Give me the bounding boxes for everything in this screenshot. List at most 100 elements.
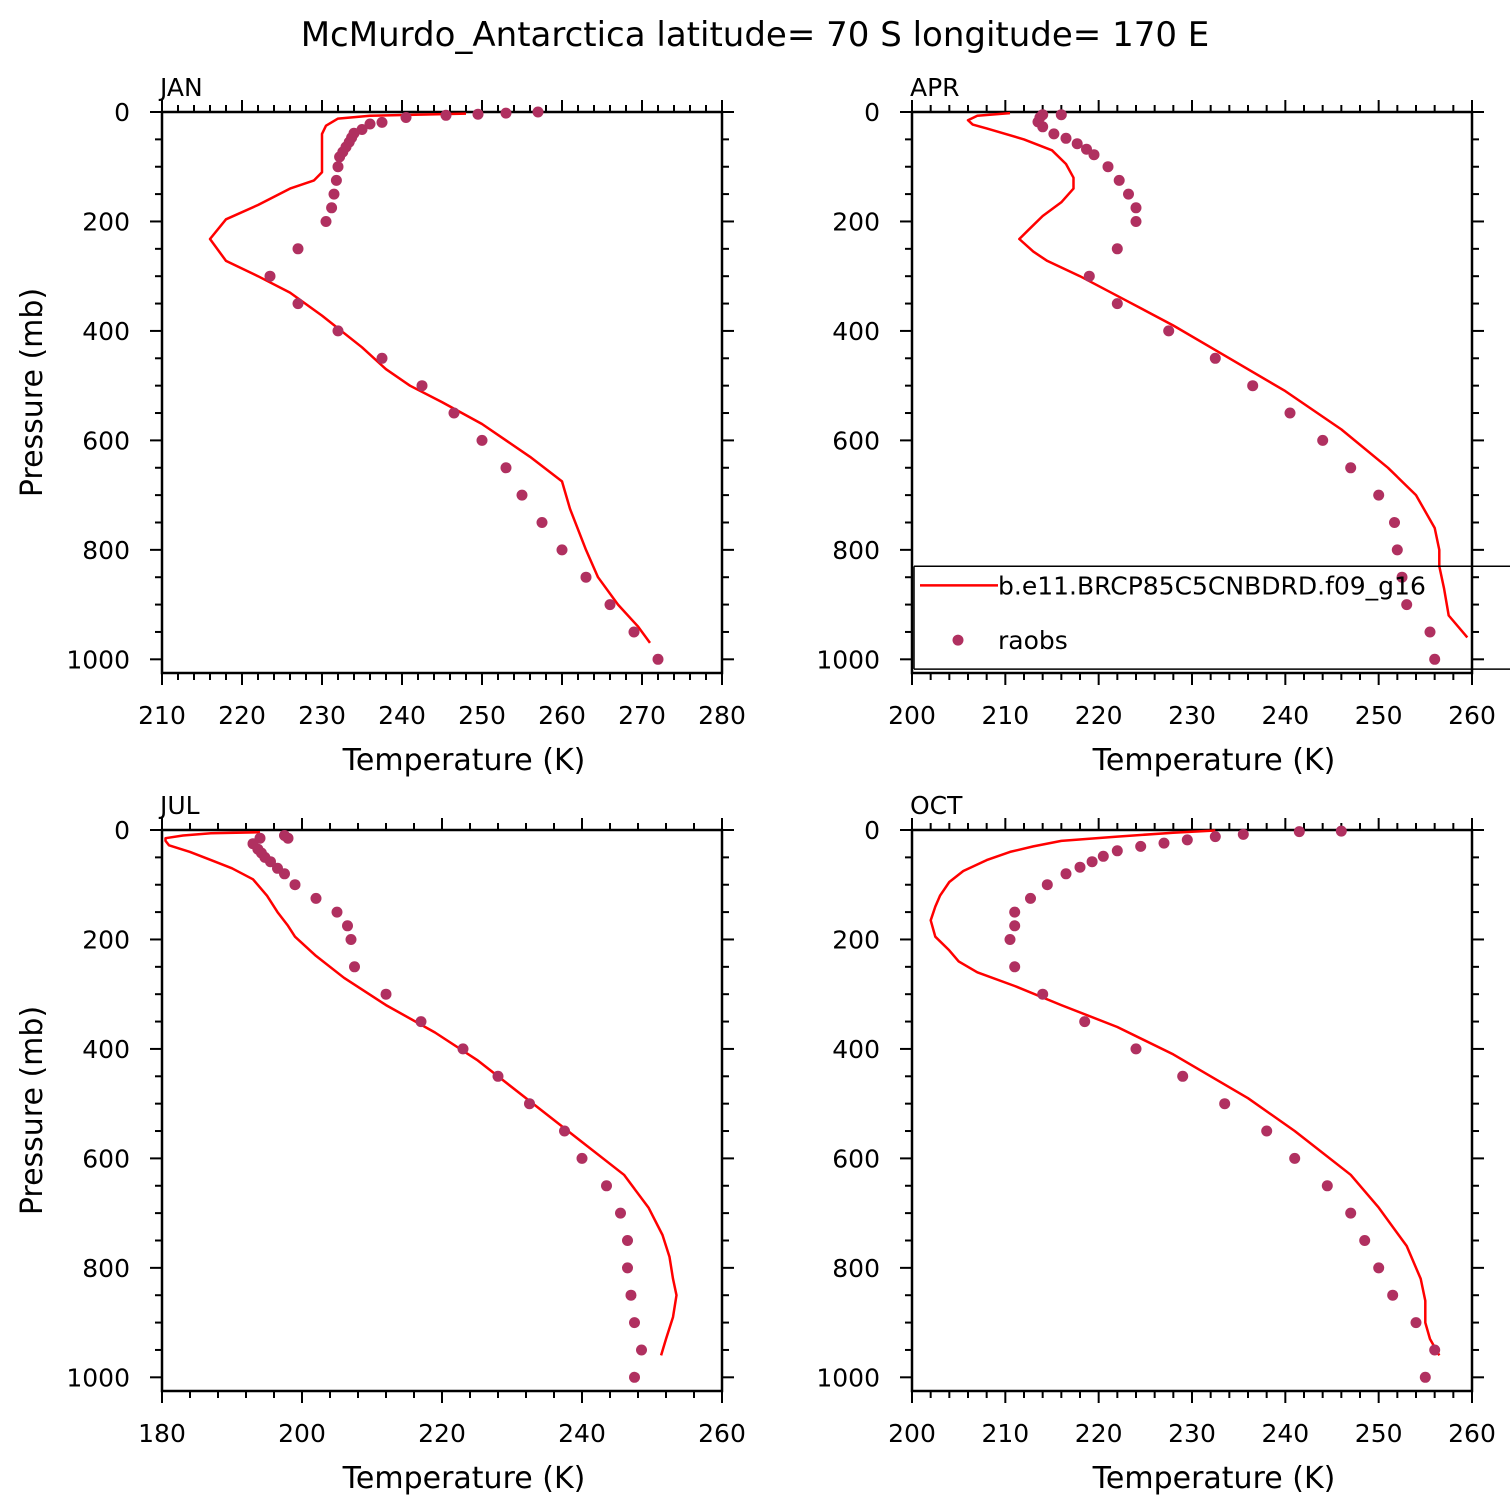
y-tick-label: 200: [82, 207, 130, 236]
x-tick-label: 240: [558, 1419, 606, 1448]
raobs-point: [1113, 174, 1125, 186]
y-tick-label: 400: [82, 317, 130, 346]
raobs-point: [330, 174, 342, 186]
raobs-point: [1373, 489, 1385, 501]
raobs-point: [1209, 352, 1221, 364]
raobs-point: [1086, 856, 1098, 868]
raobs-point: [1102, 161, 1114, 173]
raobs-point: [1130, 202, 1142, 214]
panel-oct: OCT 200 210 220 230 240 250 260 0 200 400 600 800 100…: [816, 791, 1495, 1496]
raobs-point: [500, 107, 512, 119]
raobs-point: [380, 988, 392, 1000]
x-tick-label: 210: [981, 1419, 1029, 1448]
plot-frame: [910, 828, 1474, 1393]
y-tick-label: 800: [82, 536, 130, 565]
model-series-line: [929, 829, 1441, 1357]
raobs-point: [1359, 1235, 1371, 1246]
raobs-point: [500, 462, 512, 474]
raobs-point: [440, 109, 452, 121]
raobs-point: [448, 407, 460, 419]
x-tick-label: 260: [698, 1419, 746, 1448]
raobs-point: [604, 599, 616, 611]
plot-frame: [160, 828, 724, 1393]
raobs-point: [345, 934, 357, 945]
raobs-point: [376, 352, 388, 364]
raobs-point: [1410, 1317, 1422, 1329]
raobs-point: [310, 892, 322, 904]
raobs-point: [1071, 138, 1083, 150]
raobs-point: [1261, 1125, 1273, 1137]
raobs-point: [601, 1180, 612, 1192]
raobs-point: [559, 1125, 570, 1137]
raobs-point: [264, 270, 276, 282]
model-series-line: [164, 830, 678, 1356]
raobs-point: [415, 1016, 427, 1028]
x-tick-label: 200: [888, 701, 936, 730]
raobs-point: [629, 1317, 640, 1329]
raobs-point: [556, 544, 568, 556]
raobs-point: [1111, 243, 1123, 255]
raobs-point: [1004, 934, 1016, 945]
x-tick-label: 220: [218, 701, 266, 730]
raobs-point: [532, 106, 544, 118]
raobs-point: [1387, 1289, 1399, 1301]
raobs-point: [629, 1371, 640, 1383]
raobs-point: [1391, 544, 1403, 556]
x-tick-label: 250: [1355, 701, 1403, 730]
raobs-point: [1181, 834, 1193, 846]
raobs-point: [289, 879, 301, 891]
raobs-point: [328, 188, 340, 200]
raobs-point: [320, 216, 332, 227]
raobs-point: [332, 325, 344, 337]
raobs-point: [1163, 325, 1175, 337]
x-tick-label: 220: [1075, 1419, 1123, 1448]
raobs-point: [1247, 380, 1259, 392]
legend-dot-swatch: [952, 634, 964, 646]
raobs-point: [282, 832, 294, 844]
raobs-point: [1088, 149, 1100, 161]
y-tick-label: 400: [832, 317, 880, 346]
raobs-point: [516, 489, 528, 501]
raobs-point: [332, 161, 344, 173]
raobs-point: [1130, 1043, 1142, 1055]
y-tick-label: 0: [864, 98, 880, 127]
raobs-point: [1097, 850, 1109, 862]
plot-marks: [164, 830, 678, 1383]
x-tick-label: 210: [981, 701, 1029, 730]
raobs-point: [1074, 861, 1086, 873]
raobs-point: [622, 1235, 633, 1246]
raobs-point: [1037, 988, 1049, 1000]
model-series-line: [966, 111, 1469, 639]
y-tick-label: 800: [82, 1254, 130, 1283]
x-tick-label: 280: [698, 701, 746, 730]
raobs-point: [1401, 599, 1413, 611]
raobs-point: [628, 626, 640, 638]
x-axis-label: Temperature (K): [342, 1461, 586, 1496]
raobs-point: [1396, 571, 1408, 583]
raobs-point: [265, 856, 276, 868]
raobs-point: [1209, 831, 1221, 843]
x-tick-label: 240: [1261, 1419, 1309, 1448]
y-tick-label: 600: [832, 426, 880, 455]
raobs-point: [1060, 868, 1072, 880]
x-tick-label: 260: [1448, 701, 1496, 730]
raobs-point: [1083, 270, 1095, 282]
y-tick-label: 200: [832, 207, 880, 236]
x-tick-label: 200: [888, 1419, 936, 1448]
raobs-point: [1009, 961, 1021, 973]
x-tick-label: 240: [378, 701, 426, 730]
raobs-point: [416, 380, 428, 392]
raobs-point: [364, 118, 376, 130]
x-tick-label: 180: [138, 1419, 186, 1448]
raobs-point: [1009, 920, 1021, 932]
x-tick-label: 230: [1168, 1419, 1216, 1448]
y-tick-label: 200: [832, 925, 880, 954]
raobs-point: [326, 202, 338, 214]
y-tick-label: 1000: [816, 645, 880, 674]
raobs-point: [1041, 879, 1053, 891]
figure-title: McMurdo_Antarctica latitude= 70 S longit…: [301, 15, 1210, 55]
y-tick-label: 600: [82, 1144, 130, 1173]
raobs-point: [1025, 892, 1036, 904]
